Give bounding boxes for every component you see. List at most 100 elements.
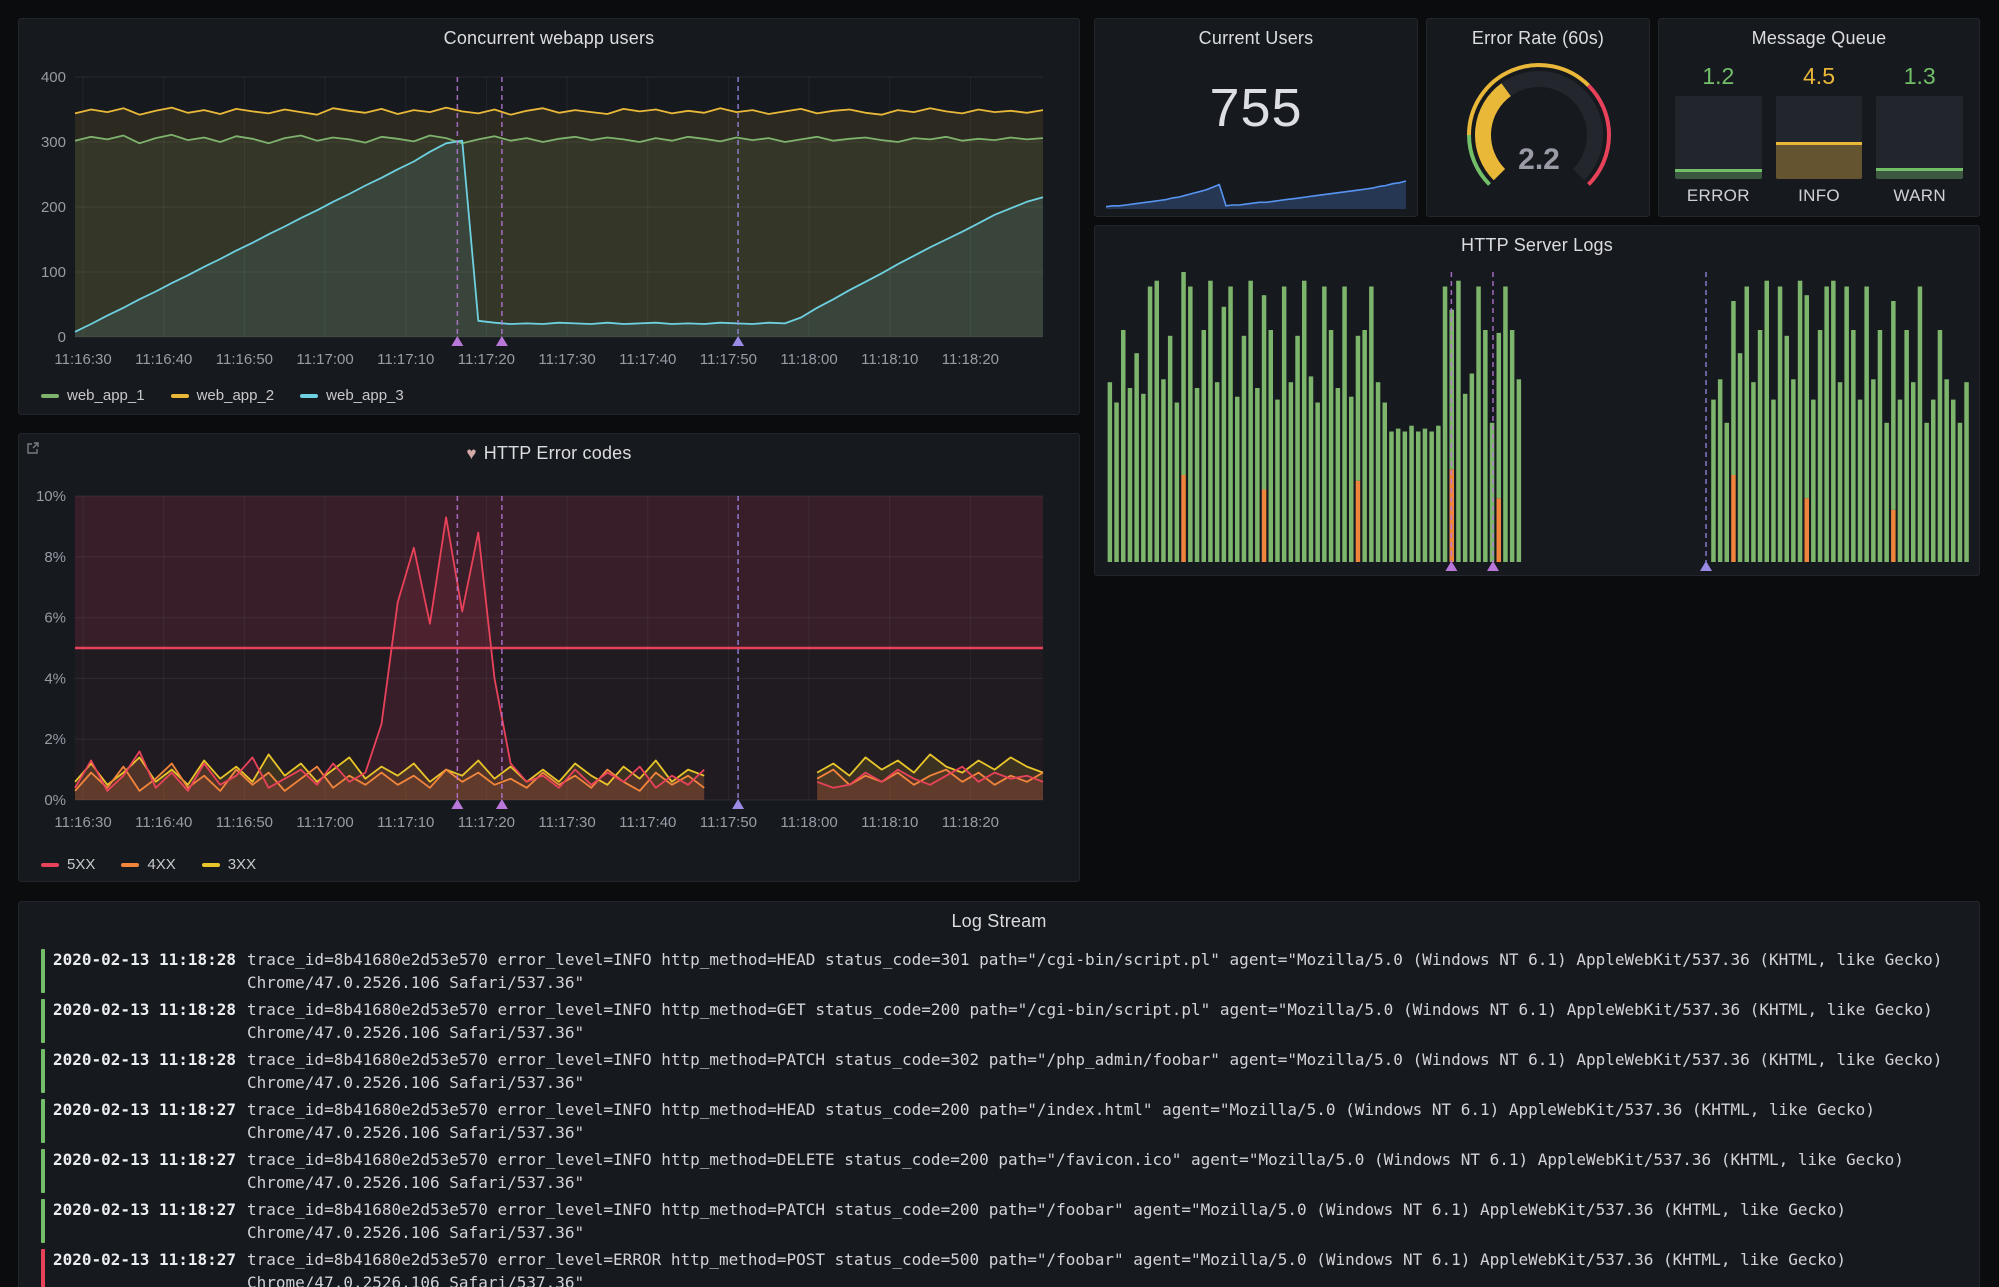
svg-text:11:17:10: 11:17:10 bbox=[377, 351, 434, 368]
bar-gauge-info[interactable]: 4.5 INFO bbox=[1775, 61, 1863, 206]
legend-item-web_app_2[interactable]: web_app_2 bbox=[170, 387, 275, 404]
panel-link-icon[interactable] bbox=[26, 441, 40, 455]
bar-gauge-value: 1.3 bbox=[1903, 63, 1936, 89]
log-timestamp: 2020-02-13 11:18:27 bbox=[53, 1250, 237, 1269]
bar-gauge-error[interactable]: 1.2 ERROR bbox=[1675, 61, 1762, 206]
svg-text:11:17:50: 11:17:50 bbox=[700, 351, 757, 368]
panel-http-server-logs: HTTP Server Logs bbox=[1094, 225, 1980, 576]
legend-item-5XX[interactable]: 5XX bbox=[41, 856, 95, 873]
svg-text:11:18:10: 11:18:10 bbox=[861, 814, 918, 831]
log-level-indicator bbox=[41, 1149, 45, 1193]
bar-gauge-warn[interactable]: 1.3 WARN bbox=[1876, 61, 1964, 206]
legend-swatch bbox=[170, 393, 189, 398]
log-message: trace_id=8b41680e2d53e570 error_level=IN… bbox=[247, 1050, 1943, 1092]
log-timestamp: 2020-02-13 11:18:28 bbox=[53, 1000, 237, 1019]
log-level-indicator bbox=[41, 1049, 45, 1093]
bar-gauge-label: ERROR bbox=[1686, 186, 1750, 205]
bar-gauge-label: INFO bbox=[1798, 186, 1840, 205]
log-message: trace_id=8b41680e2d53e570 error_level=IN… bbox=[247, 1150, 1904, 1192]
panel-title-error-rate[interactable]: Error Rate (60s) bbox=[1471, 28, 1605, 48]
log-row[interactable]: 2020-02-13 11:18:28 trace_id=8b41680e2d53… bbox=[35, 946, 1963, 996]
svg-text:0: 0 bbox=[58, 329, 66, 346]
svg-text:11:17:00: 11:17:00 bbox=[296, 351, 353, 368]
svg-text:10%: 10% bbox=[36, 488, 66, 505]
bar-gauge-fill bbox=[1876, 168, 1964, 179]
svg-text:11:18:10: 11:18:10 bbox=[861, 351, 918, 368]
svg-text:11:17:40: 11:17:40 bbox=[619, 351, 676, 368]
panel-title-concurrent-webapp-users[interactable]: Concurrent webapp users bbox=[443, 28, 655, 48]
svg-text:11:17:20: 11:17:20 bbox=[458, 351, 515, 368]
svg-text:100: 100 bbox=[41, 264, 66, 281]
http-error-codes-chart[interactable]: 0% 2% 4% 6% 8% 10% 11:16:30 11:16:40 11:16:50 11:… bbox=[19, 434, 1081, 834]
panel-title-current-users[interactable]: Current Users bbox=[1198, 28, 1314, 48]
legend-label: 4XX bbox=[147, 856, 176, 873]
log-row[interactable]: 2020-02-13 11:18:27 trace_id=8b41680e2d53… bbox=[35, 1196, 1963, 1246]
svg-text:11:17:40: 11:17:40 bbox=[619, 814, 676, 831]
log-timestamp: 2020-02-13 11:18:27 bbox=[53, 1200, 237, 1219]
panel-title-log-stream[interactable]: Log Stream bbox=[951, 911, 1047, 931]
log-level-indicator bbox=[41, 1099, 45, 1143]
legend-item-web_app_3[interactable]: web_app_3 bbox=[300, 387, 404, 404]
svg-text:8%: 8% bbox=[44, 549, 66, 566]
svg-text:11:17:30: 11:17:30 bbox=[538, 814, 595, 831]
legend-item-4XX[interactable]: 4XX bbox=[121, 856, 176, 873]
svg-text:11:16:30: 11:16:30 bbox=[54, 351, 111, 368]
svg-text:11:16:30: 11:16:30 bbox=[54, 814, 111, 831]
legend-label: web_app_1 bbox=[67, 387, 145, 404]
log-row[interactable]: 2020-02-13 11:18:27 trace_id=8b41680e2d53… bbox=[35, 1246, 1963, 1287]
svg-text:11:17:50: 11:17:50 bbox=[700, 814, 757, 831]
svg-text:11:16:50: 11:16:50 bbox=[216, 351, 273, 368]
svg-text:11:17:20: 11:17:20 bbox=[458, 814, 515, 831]
log-message: trace_id=8b41680e2d53e570 error_level=ER… bbox=[247, 1250, 1847, 1287]
log-row[interactable]: 2020-02-13 11:18:28 trace_id=8b41680e2d53… bbox=[35, 1046, 1963, 1096]
current-users-sparkline bbox=[1105, 180, 1407, 209]
log-timestamp: 2020-02-13 11:18:27 bbox=[53, 1100, 237, 1119]
svg-text:0%: 0% bbox=[44, 792, 66, 809]
log-stream-rows: 2020-02-13 11:18:28 trace_id=8b41680e2d53… bbox=[35, 946, 1963, 1287]
bar-gauge-fill bbox=[1675, 169, 1762, 179]
svg-text:6%: 6% bbox=[44, 610, 66, 627]
http-server-logs-chart[interactable] bbox=[1095, 226, 1981, 577]
log-message: trace_id=8b41680e2d53e570 error_level=IN… bbox=[247, 1100, 1875, 1142]
svg-text:11:16:40: 11:16:40 bbox=[135, 814, 192, 831]
concurrent-users-chart[interactable]: 0 100 200 300 400 11:16:30 11:16:40 11:16:50 11:… bbox=[19, 19, 1081, 371]
error-rate-gauge: 2.2 bbox=[1467, 62, 1612, 186]
bar-gauge-value: 4.5 bbox=[1803, 63, 1835, 89]
svg-text:300: 300 bbox=[41, 134, 66, 151]
svg-text:11:18:20: 11:18:20 bbox=[942, 351, 999, 368]
log-level-indicator bbox=[41, 1199, 45, 1243]
panel-title-message-queue[interactable]: Message Queue bbox=[1751, 28, 1887, 48]
svg-text:2.2: 2.2 bbox=[1518, 143, 1560, 176]
log-level-indicator bbox=[41, 1249, 45, 1287]
bar-gauge-track bbox=[1775, 96, 1863, 179]
svg-text:11:18:00: 11:18:00 bbox=[780, 351, 837, 368]
errors-chart-legend: 5XX 4XX 3XX bbox=[41, 856, 256, 873]
panel-message-queue: Message Queue 1.2 ERROR 4.5 INFO 1.3 WARN bbox=[1658, 18, 1980, 217]
bar-gauge-fill bbox=[1775, 141, 1863, 179]
current-users-value: 755 bbox=[1209, 78, 1303, 138]
log-row[interactable]: 2020-02-13 11:18:27 trace_id=8b41680e2d53… bbox=[35, 1146, 1963, 1196]
panel-current-users: Current Users 755 bbox=[1094, 18, 1418, 217]
log-row[interactable]: 2020-02-13 11:18:27 trace_id=8b41680e2d53… bbox=[35, 1096, 1963, 1146]
bar-gauge-track bbox=[1675, 96, 1762, 179]
panel-title-http-server-logs[interactable]: HTTP Server Logs bbox=[1461, 235, 1613, 255]
panel-http-error-codes: ♥ HTTP Error codes 0% 2% 4% 6% 8% 10% 11:16:30 1… bbox=[18, 433, 1080, 882]
legend-label: web_app_3 bbox=[326, 387, 404, 404]
panel-title-http-error-codes[interactable]: ♥ HTTP Error codes bbox=[466, 443, 632, 463]
svg-text:11:17:30: 11:17:30 bbox=[538, 351, 595, 368]
panel-concurrent-webapp-users: Concurrent webapp users 0 100 200 300 400 11:… bbox=[18, 18, 1080, 415]
svg-text:11:18:00: 11:18:00 bbox=[780, 814, 837, 831]
svg-text:400: 400 bbox=[41, 69, 66, 86]
svg-text:11:17:10: 11:17:10 bbox=[377, 814, 434, 831]
log-level-indicator bbox=[41, 949, 45, 993]
legend-swatch bbox=[300, 393, 319, 398]
log-message: trace_id=8b41680e2d53e570 error_level=IN… bbox=[247, 1200, 1847, 1242]
bar-gauge-value: 1.2 bbox=[1702, 63, 1735, 89]
message-queue-gauges: 1.2 ERROR 4.5 INFO 1.3 WARN bbox=[1675, 61, 1964, 206]
legend-label: web_app_2 bbox=[196, 387, 275, 404]
legend-item-3XX[interactable]: 3XX bbox=[201, 856, 256, 873]
legend-item-web_app_1[interactable]: web_app_1 bbox=[41, 387, 145, 404]
legend-swatch bbox=[201, 862, 220, 867]
log-row[interactable]: 2020-02-13 11:18:28 trace_id=8b41680e2d53… bbox=[35, 996, 1963, 1046]
